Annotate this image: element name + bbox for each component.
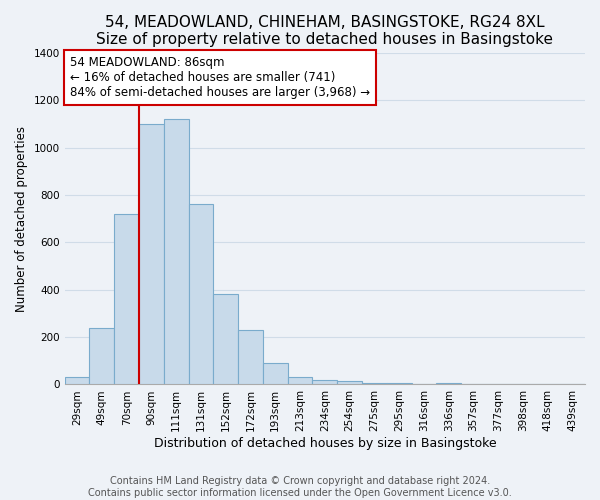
Bar xyxy=(139,124,164,384)
Bar xyxy=(238,330,263,384)
Bar xyxy=(89,328,114,384)
Bar xyxy=(164,119,188,384)
Text: 54 MEADOWLAND: 86sqm
← 16% of detached houses are smaller (741)
84% of semi-deta: 54 MEADOWLAND: 86sqm ← 16% of detached h… xyxy=(70,56,370,99)
Bar xyxy=(287,378,313,384)
Bar xyxy=(337,381,362,384)
X-axis label: Distribution of detached houses by size in Basingstoke: Distribution of detached houses by size … xyxy=(154,437,496,450)
Bar xyxy=(65,378,89,384)
Bar xyxy=(188,204,214,384)
Y-axis label: Number of detached properties: Number of detached properties xyxy=(15,126,28,312)
Bar xyxy=(313,380,337,384)
Title: 54, MEADOWLAND, CHINEHAM, BASINGSTOKE, RG24 8XL
Size of property relative to det: 54, MEADOWLAND, CHINEHAM, BASINGSTOKE, R… xyxy=(97,15,553,48)
Bar xyxy=(263,363,287,384)
Text: Contains HM Land Registry data © Crown copyright and database right 2024.
Contai: Contains HM Land Registry data © Crown c… xyxy=(88,476,512,498)
Bar xyxy=(214,294,238,384)
Bar xyxy=(114,214,139,384)
